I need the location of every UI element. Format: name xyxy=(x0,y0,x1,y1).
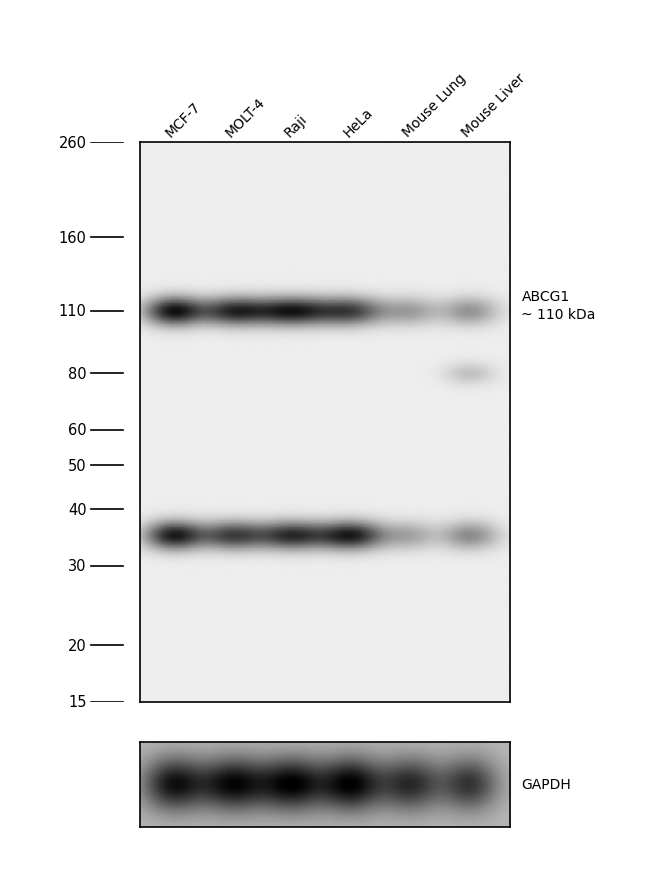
Text: Raji: Raji xyxy=(281,112,310,140)
Text: MOLT-4: MOLT-4 xyxy=(222,96,267,140)
Text: 40: 40 xyxy=(68,502,86,517)
Text: Mouse Lung: Mouse Lung xyxy=(400,72,469,140)
Text: HeLa: HeLa xyxy=(341,105,376,140)
Text: MCF-7: MCF-7 xyxy=(163,99,203,140)
Text: 50: 50 xyxy=(68,459,86,474)
Text: 60: 60 xyxy=(68,423,86,438)
Text: 15: 15 xyxy=(68,695,86,709)
Text: 110: 110 xyxy=(58,304,86,319)
Text: 160: 160 xyxy=(58,231,86,246)
Text: GAPDH: GAPDH xyxy=(521,778,571,791)
Text: 260: 260 xyxy=(58,136,86,150)
Text: 30: 30 xyxy=(68,559,86,574)
Text: 80: 80 xyxy=(68,367,86,382)
Text: 20: 20 xyxy=(68,638,86,653)
Text: ABCG1
~ 110 kDa: ABCG1 ~ 110 kDa xyxy=(521,290,596,322)
Text: Mouse Liver: Mouse Liver xyxy=(460,72,528,140)
